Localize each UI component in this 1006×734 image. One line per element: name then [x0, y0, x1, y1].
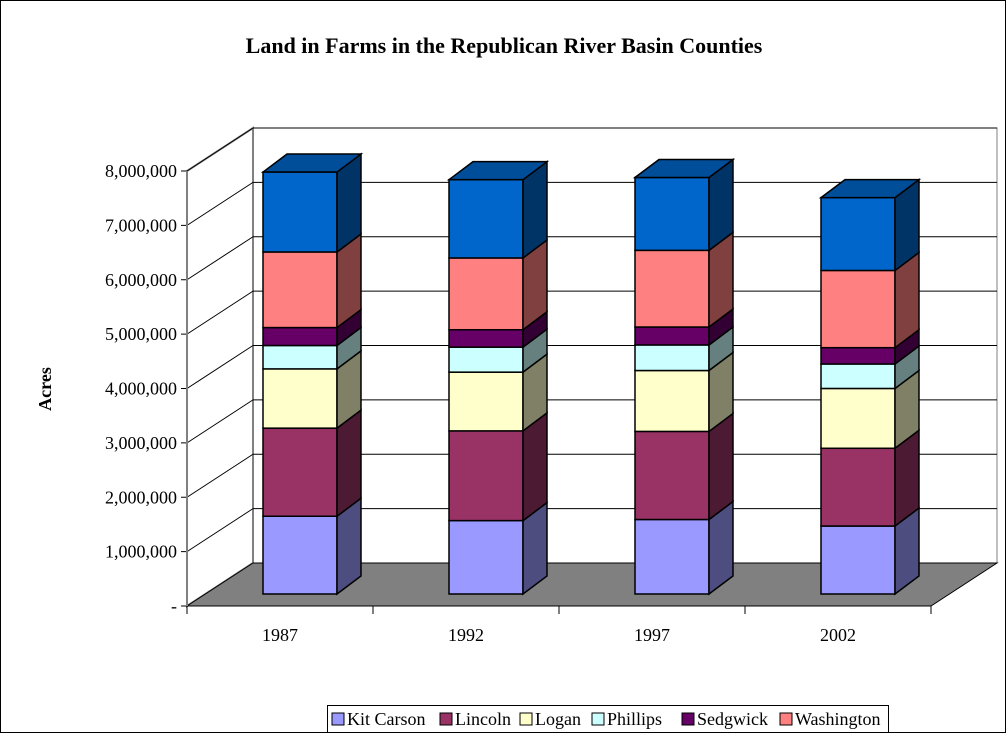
bar-segment-yuma [820, 196, 896, 272]
gridline-side [186, 508, 254, 553]
bar-stack-1987 [260, 152, 364, 596]
gridline-side [186, 290, 254, 335]
bar-top [632, 158, 736, 179]
legend-swatch [331, 712, 345, 726]
bar-segment-kit-carson [634, 518, 710, 595]
gridline-side [186, 236, 254, 281]
bar-segment-phillips [448, 346, 524, 373]
y-tick-label: 6,000,000 [105, 270, 177, 290]
bar-segment-logan [448, 371, 524, 432]
bar-segment-lincoln [448, 430, 524, 522]
y-tick-label: 3,000,000 [105, 433, 177, 453]
legend-label: Kit Carson [347, 709, 426, 729]
x-axis-ticks: 1987 1992 1997 2002 [186, 606, 932, 645]
x-tick-label: 1987 [262, 625, 298, 645]
gridline-side [186, 127, 254, 172]
y-tick-label: 2,000,000 [105, 487, 177, 507]
legend-swatch [591, 712, 605, 726]
bar-segment-logan [820, 387, 896, 450]
bar-segment-yuma [448, 178, 524, 259]
bar-segment-lincoln [634, 430, 710, 521]
legend-item-sedgwick: Sedgwick [681, 709, 768, 729]
y-axis-label: Acres [35, 367, 55, 411]
bar-segment-sedgwick [634, 326, 710, 346]
x-tick-label: 1997 [634, 625, 670, 645]
bar-segment-phillips [634, 344, 710, 372]
bar-stack-1992 [446, 160, 550, 596]
bar-segment-washington [262, 251, 338, 329]
legend-label: Sedgwick [697, 709, 768, 729]
legend-item-kit-carson: Kit Carson [331, 709, 426, 729]
bar-segment-sedgwick [820, 346, 896, 365]
y-tick-label: 7,000,000 [105, 215, 177, 235]
gridline-side [186, 345, 254, 389]
chart-title: Land in Farms in the Republican River Ba… [246, 33, 763, 58]
legend-label: Lincoln [455, 709, 511, 729]
legend-label: Phillips [607, 709, 662, 729]
bar-segment-phillips [820, 363, 896, 390]
legend-item-logan: Logan [519, 709, 581, 729]
y-tick-label: 5,000,000 [105, 324, 177, 344]
gridline-side [186, 453, 254, 498]
x-tick-label: 2002 [820, 625, 856, 645]
gridline-side [186, 181, 254, 226]
bar-segment-washington [820, 269, 896, 349]
legend-svg: Kit Carson Lincoln Logan Phillips Sedgwick Wa… [331, 709, 881, 729]
bar-segment-logan [634, 369, 710, 433]
legend: Kit Carson Lincoln Logan Phillips Sedgwick Wa… [327, 705, 889, 733]
legend-item-phillips: Phillips [591, 709, 662, 729]
bar-stack-1997 [632, 157, 736, 596]
legend-swatch [439, 712, 453, 726]
legend-item-lincoln: Lincoln [439, 709, 511, 729]
legend-label: Logan [535, 709, 581, 729]
bar-segment-yuma [262, 171, 338, 253]
bar-segment-lincoln [262, 427, 338, 517]
x-tick-label: 1992 [448, 625, 484, 645]
bar-segment-washington [448, 257, 524, 331]
bar-segment-kit-carson [820, 525, 896, 595]
bar-segment-lincoln [820, 447, 896, 527]
legend-swatch [779, 712, 793, 726]
legend-swatch [681, 712, 695, 726]
y-tick-label: 8,000,000 [105, 161, 177, 181]
y-tick-label: 4,000,000 [105, 379, 177, 399]
bar-segment-washington [634, 249, 710, 328]
bar-segment-kit-carson [262, 515, 338, 595]
y-tick-label: - [171, 596, 177, 616]
legend-item-washington: Washington [779, 709, 881, 729]
gridline-side [186, 399, 254, 444]
bar-stack-2002 [818, 178, 922, 596]
bar-segment-logan [262, 368, 338, 429]
y-tick-label: 1,000,000 [105, 542, 177, 562]
bar-segment-phillips [262, 344, 338, 370]
bar-segment-kit-carson [448, 519, 524, 595]
bar-top [818, 178, 922, 199]
y-axis-ticks: - 1,000,000 2,000,000 3,000,000 4,000,000 5,0… [105, 161, 188, 616]
bar-segment-yuma [634, 176, 710, 252]
legend-swatch [519, 712, 533, 726]
legend-label: Washington [795, 709, 881, 729]
bar-top [260, 153, 364, 173]
bar-top [446, 160, 550, 181]
chart-floor [185, 562, 999, 607]
bar-segment-sedgwick [448, 328, 524, 348]
bars [260, 152, 922, 596]
bar-segment-sedgwick [262, 326, 338, 347]
